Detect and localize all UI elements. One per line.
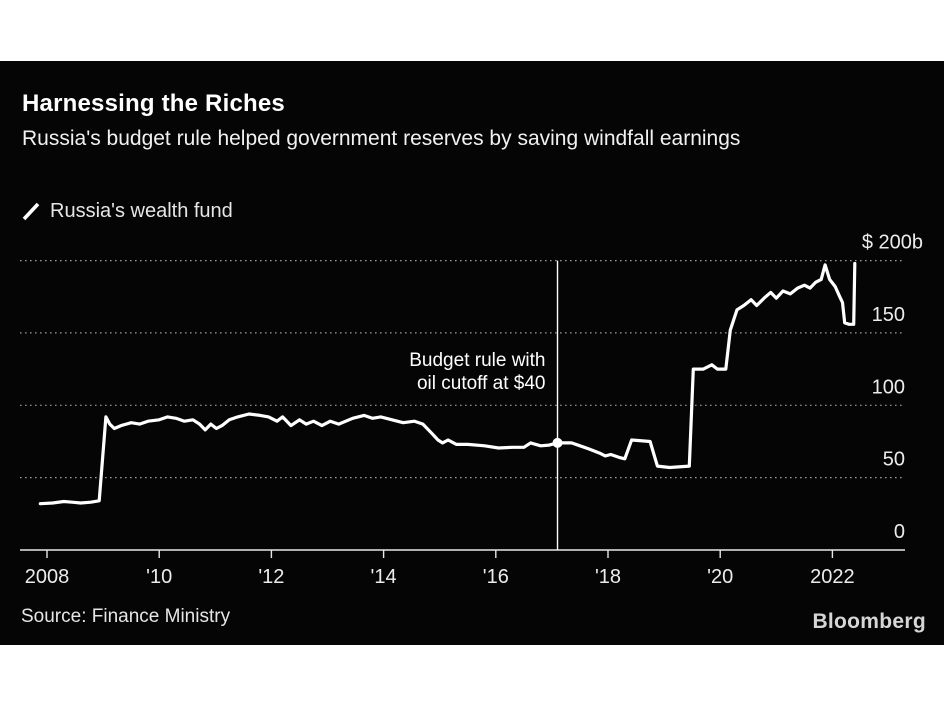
x-axis-label: '12 (258, 566, 284, 588)
y-axis-label: 150 (872, 304, 905, 326)
annotation-text: Budget rule with (409, 350, 545, 371)
annotation-dot (552, 437, 563, 448)
slash-icon (22, 202, 40, 221)
source-label: Source: Finance Ministry (21, 606, 231, 627)
x-axis-label: 2022 (810, 566, 855, 588)
bloomberg-logo: Bloomberg (812, 610, 926, 633)
y-axis-label: 0 (894, 521, 905, 543)
x-axis-label: '20 (707, 566, 733, 588)
y-axis-label: 50 (883, 449, 905, 471)
x-axis-label: '10 (146, 566, 172, 588)
chart-title: Harnessing the Riches (22, 90, 285, 117)
y-axis-label: $ 200b (862, 232, 923, 254)
series-line (38, 261, 857, 506)
legend-label: Russia's wealth fund (50, 200, 233, 222)
legend: Russia's wealth fund (22, 200, 233, 223)
x-axis-label: '14 (371, 566, 397, 588)
chart-canvas (0, 61, 944, 645)
chart-subtitle: Russia's budget rule helped government r… (22, 127, 741, 150)
annotation-text: oil cutoff at $40 (417, 373, 546, 394)
y-axis-label: 100 (872, 376, 905, 398)
x-axis-label: '18 (595, 566, 621, 588)
x-axis-label: 2008 (25, 566, 70, 588)
x-axis-label: '16 (483, 566, 509, 588)
